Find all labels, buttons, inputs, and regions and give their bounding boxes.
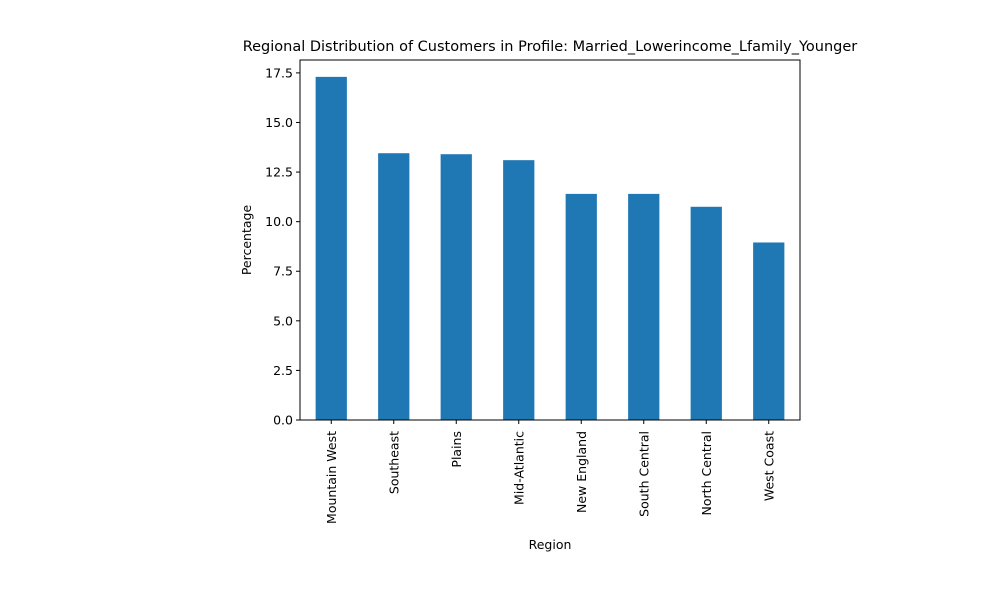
y-axis-label: Percentage — [239, 205, 254, 276]
x-tick-label: West Coast — [761, 431, 776, 501]
bars-group — [315, 76, 785, 421]
x-tick-label: South Central — [636, 431, 651, 517]
y-tick-label: 2.5 — [273, 363, 293, 378]
bar-southeast — [378, 153, 410, 420]
x-tick-label: Southeast — [386, 431, 401, 494]
x-tick-label: Plains — [449, 431, 464, 468]
x-tick-label: North Central — [699, 431, 714, 515]
y-tick-label: 17.5 — [265, 65, 293, 80]
bar-west-coast — [753, 242, 785, 420]
y-tick-label: 5.0 — [273, 313, 293, 328]
x-axis-label: Region — [529, 537, 572, 552]
bar-plains — [440, 154, 472, 420]
y-tick-label: 15.0 — [265, 115, 293, 130]
x-tick-label: New England — [574, 431, 589, 513]
y-tick-label: 12.5 — [265, 165, 293, 180]
y-tick-label: 0.0 — [273, 413, 293, 428]
y-tick-label: 7.5 — [273, 264, 293, 279]
x-axis-ticks: Mountain West Southeast Plains Mid-Atlantic… — [324, 420, 776, 524]
bar-south-central — [628, 193, 660, 420]
y-axis-ticks: 0.0 2.5 5.0 7.5 10.0 12.5 15.0 17.5 — [265, 65, 300, 428]
chart-title: Regional Distribution of Customers in Pr… — [243, 39, 858, 55]
y-tick-label: 10.0 — [265, 214, 293, 229]
x-tick-label: Mid-Atlantic — [511, 431, 526, 505]
plot-frame — [299, 59, 801, 421]
bar-mountain-west — [315, 76, 347, 421]
x-tick-label: Mountain West — [324, 431, 339, 524]
bar-new-england — [565, 193, 597, 420]
bar-north-central — [690, 206, 722, 420]
bar-mid-atlantic — [503, 160, 535, 420]
